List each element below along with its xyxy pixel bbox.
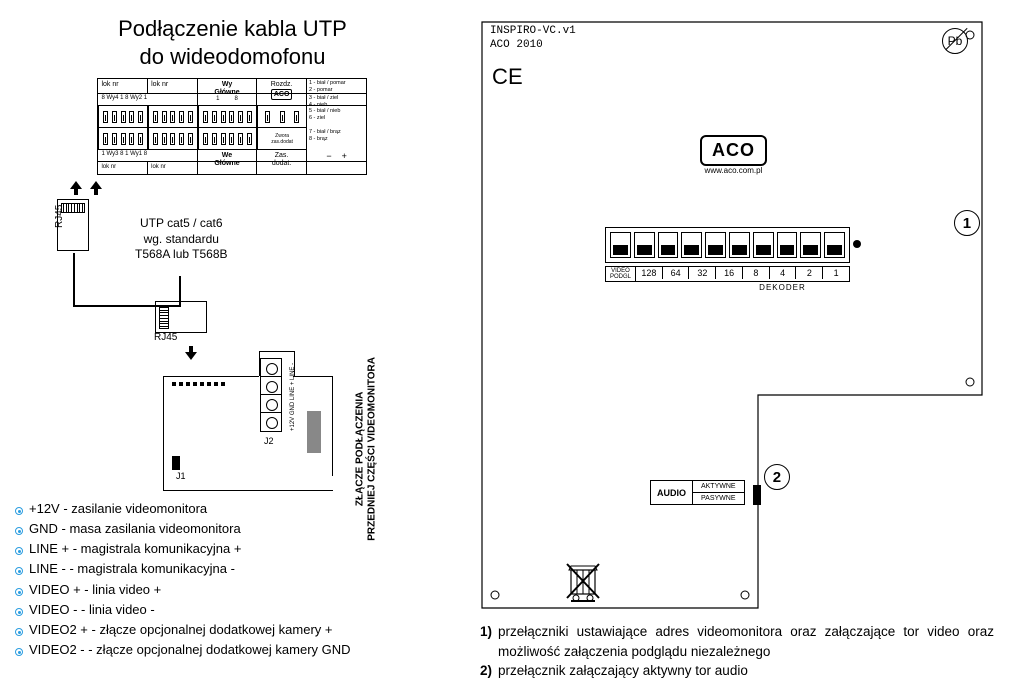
ce-mark-icon: C E xyxy=(492,64,520,90)
pb-free-icon: Pb xyxy=(942,28,968,54)
pcb-outline xyxy=(480,20,990,610)
pin-nums-bot: 1 Wy3 8 1 Wy1 8 xyxy=(98,150,197,161)
monitor-back-board: +12V GND LINE + LINE - J2 J1 ZŁĄCZE PODŁ… xyxy=(163,376,333,491)
bullet-icon xyxy=(15,648,23,656)
dekoder-label: DEKODER xyxy=(695,283,870,292)
pcb-diagram: INSPIRO-VC.v1 ACO 2010 C E Pb ACO www.ac… xyxy=(480,20,990,610)
legend-item: VIDEO2 - - złącze opcjonalnej dodatkowej… xyxy=(29,640,351,660)
audio-jumper-block: AUDIO AKTYWNE PASYWNE xyxy=(650,480,761,505)
diagram-title: Podłączenie kabla UTP do wideodomofonu xyxy=(15,15,450,70)
weee-icon xyxy=(565,560,601,602)
aco-url: www.aco.com.pl xyxy=(705,166,763,175)
j2-label: J2 xyxy=(264,436,274,446)
legend-item: LINE + - magistrala komunikacyjna + xyxy=(29,539,241,559)
arrow-down-icon xyxy=(186,346,198,360)
audio-option: PASYWNE xyxy=(693,492,745,505)
j1-label: J1 xyxy=(176,471,186,481)
utp-standard-text: UTP cat5 / cat6 wg. standardu T568A lub … xyxy=(135,216,228,263)
rj45-connector: RJ45 xyxy=(155,301,207,333)
rj45-connector: RJ45 xyxy=(57,199,89,251)
title-line1: Podłączenie kabla UTP xyxy=(118,16,347,41)
bullet-icon xyxy=(15,588,23,596)
connector-group xyxy=(98,106,148,128)
legend-item: +12V - zasilanie videomonitora xyxy=(29,499,207,519)
title-line2: do wideodomofonu xyxy=(140,44,326,69)
note-number: 1) xyxy=(480,622,492,661)
utp-cable-area: RJ45 UTP cat5 / cat6 wg. standardu T568A… xyxy=(35,181,430,491)
legend-item: LINE - - magistrala komunikacyjna - xyxy=(29,559,235,579)
note-text: przełączniki ustawiające adres videomoni… xyxy=(498,622,994,661)
bullet-icon xyxy=(15,527,23,535)
jumper-j1 xyxy=(172,456,180,470)
arrow-up-icon xyxy=(71,181,83,195)
signal-legend: +12V - zasilanie videomonitora GND - mas… xyxy=(15,499,450,660)
label-loknr: lok nr xyxy=(98,79,148,93)
audio-option: AKTYWNE xyxy=(693,480,745,492)
dip-labels: VIDEOPODGL 128 64 32 16 8 4 2 1 xyxy=(605,266,850,282)
wy-glowne-label: WyGłówne xyxy=(198,79,258,93)
front-connector-label: ZŁĄCZE PODŁĄCZENIAPRZEDNIEJ CZĘŚCI VIDEO… xyxy=(355,357,379,541)
aco-logo: ACO www.aco.com.pl xyxy=(700,135,767,175)
pcb-model-text: INSPIRO-VC.v1 ACO 2010 xyxy=(490,24,576,53)
legend-item: VIDEO2 + - złącze opcjonalnej dodatkowej… xyxy=(29,620,333,640)
dip-switch-block: VIDEOPODGL 128 64 32 16 8 4 2 1 xyxy=(600,227,870,292)
bullet-icon xyxy=(15,507,23,515)
dip-switch xyxy=(605,227,850,263)
bullet-icon xyxy=(15,567,23,575)
audio-jumper xyxy=(753,485,761,505)
note-text: przełącznik załączający aktywny tor audi… xyxy=(498,661,748,681)
dip-side-label: VIDEOPODGL xyxy=(606,267,636,281)
label-loknr: lok nr xyxy=(148,79,198,93)
bullet-icon xyxy=(15,547,23,555)
arrow-up-icon xyxy=(91,181,103,195)
zas-dodat-label: Zas.dodat. xyxy=(257,150,307,161)
pin-header xyxy=(172,382,225,386)
bullet-icon xyxy=(15,628,23,636)
note-number: 2) xyxy=(480,661,492,681)
callout-1: 1 xyxy=(954,210,980,236)
wire-color-legend: 1 - biał / pomar 2 - pomar xyxy=(307,79,367,93)
zwora-note: Zworazas.dodat xyxy=(257,128,307,150)
callout-2: 2 xyxy=(764,464,790,490)
bullet-icon xyxy=(15,608,23,616)
screw-terminal xyxy=(260,358,282,432)
notes: 1) przełączniki ustawiające adres videom… xyxy=(480,622,994,681)
legend-item: VIDEO - - linia video - xyxy=(29,600,155,620)
legend-item: VIDEO + - linia video + xyxy=(29,580,161,600)
audio-label: AUDIO xyxy=(650,480,693,505)
legend-item: GND - masa zasilania videomonitora xyxy=(29,519,241,539)
front-connector xyxy=(307,411,321,453)
pin-labels: +12V GND LINE + LINE - xyxy=(290,363,298,431)
pin-nums-top: 8 Wy4 1 8 Wy2 1 xyxy=(98,94,197,105)
terminal-block: lok nr lok nr WyGłówne Rozdz. ACO 1 - bi… xyxy=(97,78,367,175)
we-glowne-label: WeGłówne xyxy=(198,150,258,161)
rozdz-label: Rozdz. ACO xyxy=(257,79,307,93)
